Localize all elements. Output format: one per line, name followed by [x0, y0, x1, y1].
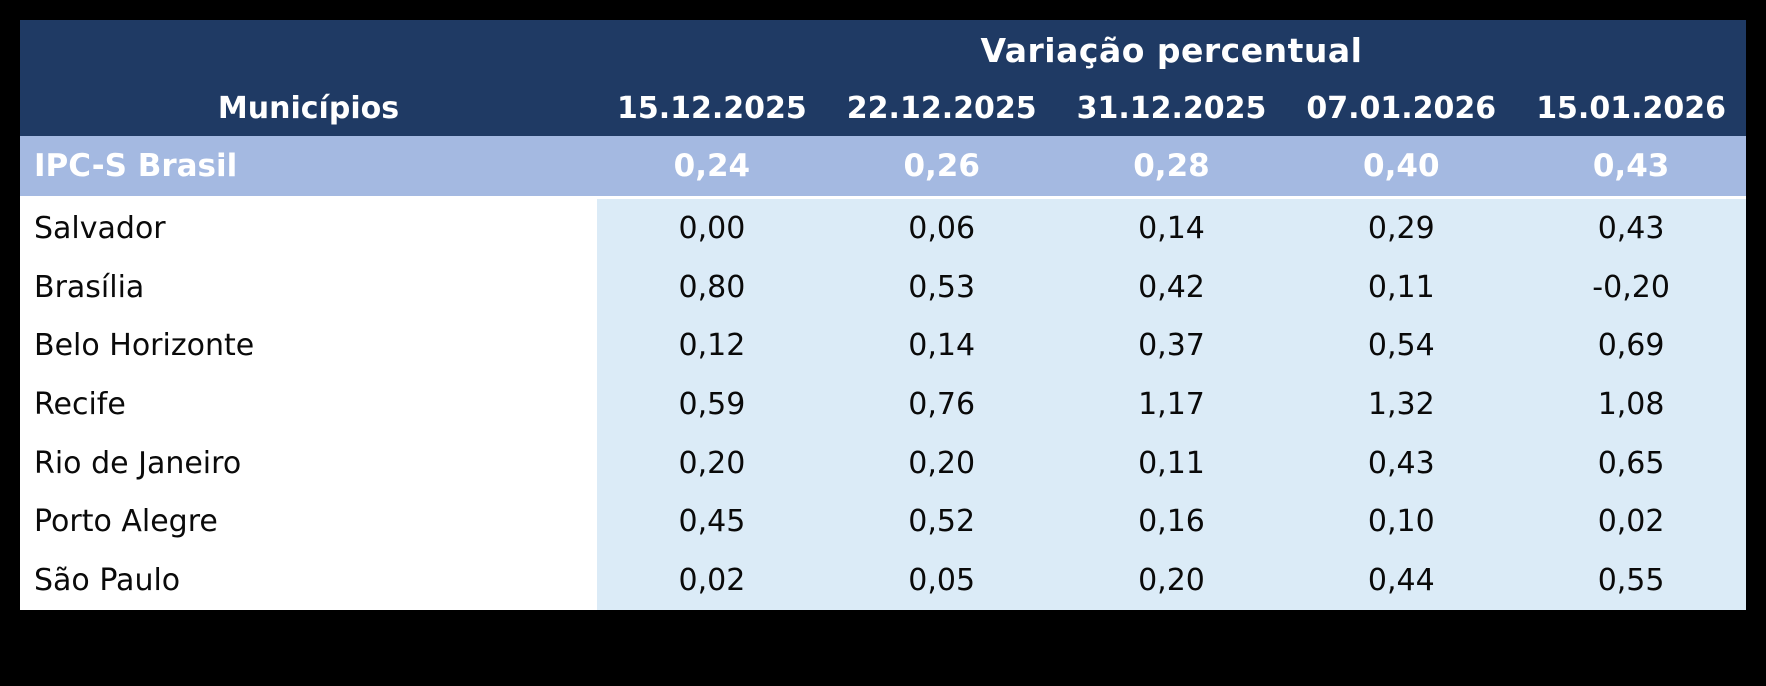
value-cell: 0,54	[1286, 316, 1517, 376]
column-header-date: 15.12.2025	[617, 90, 807, 126]
value-cell: 0,80	[597, 257, 827, 317]
value-cell: 0,20	[597, 433, 827, 493]
value-cell: 0,55	[1516, 551, 1746, 611]
value-cell: 0,05	[826, 551, 1057, 611]
value-cell: 0,02	[1516, 492, 1746, 552]
value-cell: 0,12	[597, 316, 827, 376]
municipality-label: Porto Alegre	[20, 492, 597, 552]
column-header-date: 22.12.2025	[846, 90, 1037, 126]
municipality-label: Recife	[20, 375, 597, 434]
value-cell: 0,53	[826, 257, 1057, 317]
value-cell: 0,11	[1286, 257, 1517, 317]
value-cell: 0,59	[597, 375, 827, 434]
summary-value-cell: 0,24	[673, 148, 751, 184]
table-title: Variação percentual	[980, 30, 1363, 70]
value-cell: 0,20	[1056, 551, 1287, 611]
header-spacer	[20, 20, 597, 80]
value-cell: 0,65	[1516, 433, 1746, 493]
value-cell: 0,37	[1056, 316, 1287, 376]
summary-row-ipcs-brasil: IPC-S Brasil 0,24 0,26 0,28 0,40 0,43	[20, 136, 1746, 196]
value-cell: 0,76	[826, 375, 1057, 434]
value-cell: 0,16	[1056, 492, 1287, 552]
column-header-date: 07.01.2026	[1306, 90, 1497, 126]
row-separator	[20, 196, 1746, 199]
value-cell: -0,20	[1516, 257, 1746, 317]
value-cell: 1,08	[1516, 375, 1746, 434]
value-cell: 0,69	[1516, 316, 1746, 376]
value-cell: 0,00	[597, 199, 827, 258]
table-header-title-row: Variação percentual	[20, 20, 1746, 80]
value-cell: 1,32	[1286, 375, 1517, 434]
municipality-label: Brasília	[20, 257, 597, 317]
table-row: Belo Horizonte 0,12 0,14 0,37 0,54 0,69	[20, 316, 1746, 376]
table-row: Brasília 0,80 0,53 0,42 0,11 -0,20	[20, 257, 1746, 317]
column-header-date: 31.12.2025	[1076, 90, 1267, 126]
table-row: Rio de Janeiro 0,20 0,20 0,11 0,43 0,65	[20, 433, 1746, 493]
table-body: Salvador 0,00 0,06 0,14 0,29 0,43 Brasília 0,80…	[20, 199, 1746, 611]
table-header: Variação percentual Municípios 15.12.202…	[20, 20, 1746, 136]
summary-value-cell: 0,28	[1133, 148, 1210, 184]
summary-value-cell: 0,26	[903, 148, 980, 184]
municipality-label: Salvador	[20, 199, 597, 258]
value-cell: 0,52	[826, 492, 1057, 552]
value-cell: 0,10	[1286, 492, 1517, 552]
value-cell: 0,43	[1286, 433, 1517, 493]
value-cell: 0,02	[597, 551, 827, 611]
table-row: Salvador 0,00 0,06 0,14 0,29 0,43	[20, 199, 1746, 258]
summary-value-cell: 0,43	[1592, 148, 1670, 184]
table-row: Porto Alegre 0,45 0,52 0,16 0,10 0,02	[20, 492, 1746, 552]
value-cell: 0,45	[597, 492, 827, 552]
municipality-label: Rio de Janeiro	[20, 433, 597, 493]
value-cell: 0,29	[1286, 199, 1517, 258]
value-cell: 0,44	[1286, 551, 1517, 611]
table-row: São Paulo 0,02 0,05 0,20 0,44 0,55	[20, 551, 1746, 611]
value-cell: 0,14	[1056, 199, 1287, 258]
value-cell: 0,06	[826, 199, 1057, 258]
column-header-municipios: Municípios	[217, 90, 400, 126]
column-header-date: 15.01.2026	[1536, 90, 1726, 126]
value-cell: 0,14	[826, 316, 1057, 376]
value-cell: 0,42	[1056, 257, 1287, 317]
ipcs-table: Variação percentual Municípios 15.12.202…	[20, 20, 1746, 611]
column-header-row: Municípios 15.12.2025 22.12.2025 31.12.202…	[20, 80, 1746, 136]
summary-value-cell: 0,40	[1363, 148, 1440, 184]
value-cell: 1,17	[1056, 375, 1287, 434]
municipality-label: Belo Horizonte	[20, 316, 597, 376]
municipality-label: São Paulo	[20, 551, 597, 611]
value-cell: 0,20	[826, 433, 1057, 493]
value-cell: 0,43	[1516, 199, 1746, 258]
value-cell: 0,11	[1056, 433, 1287, 493]
summary-row-label: IPC-S Brasil	[34, 148, 238, 184]
table-row: Recife 0,59 0,76 1,17 1,32 1,08	[20, 375, 1746, 434]
